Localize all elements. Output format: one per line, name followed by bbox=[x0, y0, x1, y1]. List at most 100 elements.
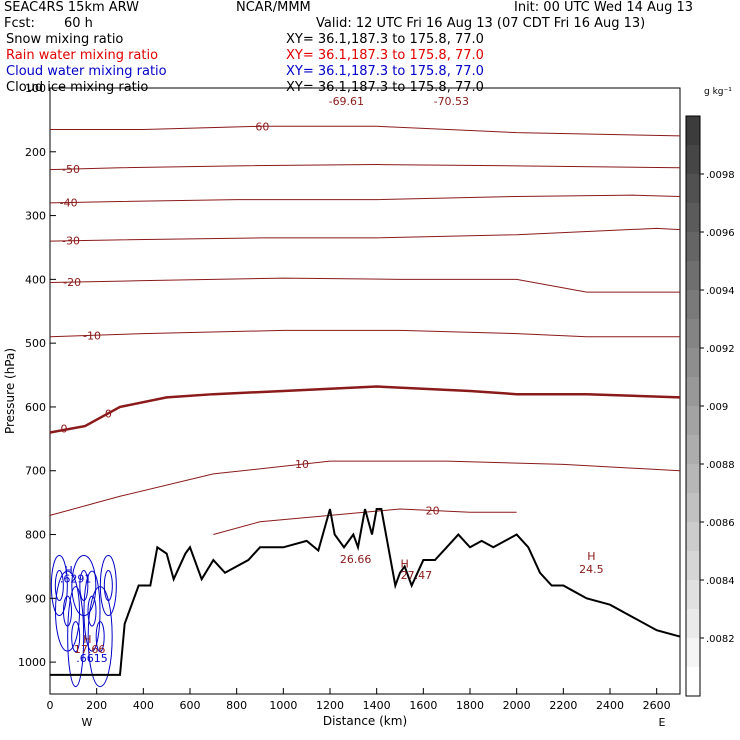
x-tick-label: 1800 bbox=[456, 699, 484, 712]
annotation-label: H bbox=[65, 564, 73, 577]
cloud-contour bbox=[99, 555, 117, 617]
field-xy-rain: XY= 36.1,187.3 to 175.8, 77.0 bbox=[286, 48, 484, 63]
annotation-label: H bbox=[401, 558, 409, 571]
annotation-label: -70.53 bbox=[434, 95, 469, 108]
east-label: E bbox=[659, 716, 666, 729]
colorbar-cell bbox=[686, 435, 700, 465]
x-tick-label: 400 bbox=[133, 699, 154, 712]
colorbar-label: .0094 bbox=[706, 286, 735, 297]
y-axis: 100 200 300 400 500 600 700 800 900 1000 bbox=[18, 82, 56, 669]
annotation-label: H bbox=[83, 633, 91, 646]
x-axis: 0 200 400 600 800 1000 1200 1400 1600 1800 2000 220… bbox=[47, 688, 671, 712]
colorbar-label: .0098 bbox=[706, 170, 735, 181]
isotherm-line bbox=[49, 194, 681, 204]
colorbar-label: .0092 bbox=[706, 344, 735, 355]
y-tick-label: 600 bbox=[25, 401, 46, 414]
x-tick-label: 2200 bbox=[549, 699, 577, 712]
isotherm-label: 60 bbox=[255, 120, 269, 133]
annotation-label: 0 bbox=[61, 422, 68, 435]
colorbar-label: .0082 bbox=[706, 634, 735, 645]
colorbar-label: .0084 bbox=[706, 576, 735, 587]
x-tick-label: 1200 bbox=[316, 699, 344, 712]
colorbar-cell bbox=[686, 406, 700, 436]
isotherm-line bbox=[49, 460, 681, 516]
colorbar-cell bbox=[686, 551, 700, 581]
colorbar-cell bbox=[686, 580, 700, 610]
cloud-water-layer bbox=[50, 555, 117, 688]
isotherm-line bbox=[49, 227, 681, 242]
colorbar: .0098 .0096 .0094 .0092 .009 .0088 .0086 .0084.… bbox=[685, 115, 735, 697]
isotherm-label: -50 bbox=[62, 163, 80, 176]
x-tick-label: 1400 bbox=[363, 699, 391, 712]
x-tick-label: 2000 bbox=[503, 699, 531, 712]
x-tick-label: 200 bbox=[86, 699, 107, 712]
colorbar-cell bbox=[686, 290, 700, 320]
cloud-contour bbox=[103, 570, 113, 602]
annotation-label: 24.5 bbox=[579, 563, 604, 576]
org-label: NCAR/MMM bbox=[236, 0, 311, 15]
terrain-layer bbox=[50, 508, 681, 676]
isotherm-label: 10 bbox=[295, 458, 309, 471]
y-tick-label: 900 bbox=[25, 592, 46, 605]
field-name-rain: Rain water mixing ratio bbox=[6, 48, 159, 63]
y-tick-label: 1000 bbox=[18, 656, 46, 669]
y-tick-label: 500 bbox=[25, 337, 46, 350]
colorbar-cell bbox=[686, 203, 700, 233]
x-tick-label: 2600 bbox=[643, 699, 671, 712]
annotation-label: .6291 bbox=[60, 572, 92, 585]
colorbar-cell bbox=[686, 377, 700, 407]
cloud-contour bbox=[54, 570, 64, 602]
isotherm-line bbox=[49, 329, 680, 338]
colorbar-cell bbox=[686, 667, 700, 697]
colorbar-cell bbox=[686, 174, 700, 204]
x-tick-label: 1000 bbox=[269, 699, 297, 712]
colorbar-cell bbox=[686, 145, 700, 175]
plot-frame bbox=[49, 87, 681, 695]
colorbar-cell bbox=[686, 464, 700, 494]
isotherm-line bbox=[49, 164, 681, 171]
cloud-contour bbox=[67, 586, 85, 688]
annotation-label: -69.61 bbox=[329, 95, 364, 108]
colorbar-cell bbox=[686, 348, 700, 378]
cloud-contour bbox=[95, 621, 105, 653]
colorbar-cell bbox=[686, 232, 700, 262]
cloud-contour bbox=[50, 555, 68, 617]
x-axis-title: Distance (km) bbox=[323, 714, 407, 728]
fcst-label: Fcst: bbox=[4, 16, 35, 31]
x-tick-label: 2400 bbox=[596, 699, 624, 712]
cloud-contour bbox=[87, 595, 97, 627]
y-tick-label: 700 bbox=[25, 465, 46, 478]
annotation-label: H bbox=[587, 550, 595, 563]
cloud-contour bbox=[71, 621, 81, 653]
colorbar-cell bbox=[686, 319, 700, 349]
y-axis-title: Pressure (hPa) bbox=[3, 348, 17, 434]
annotation-label: 26.66 bbox=[340, 553, 372, 566]
annotation-label: 27.47 bbox=[401, 569, 433, 582]
isotherm-line bbox=[49, 385, 681, 434]
colorbar-label: .0096 bbox=[706, 228, 735, 239]
west-label: W bbox=[82, 716, 93, 729]
annotation-label: .6615 bbox=[76, 652, 108, 665]
isotherm-label: 0 bbox=[105, 407, 112, 420]
model-title: SEAC4RS 15km ARW bbox=[4, 0, 140, 15]
colorbar-cell bbox=[686, 609, 700, 639]
isotherm-label: -20 bbox=[63, 276, 81, 289]
y-tick-label: 400 bbox=[25, 273, 46, 286]
field-name-cloud-water: Cloud water mixing ratio bbox=[6, 64, 167, 79]
y-tick-label: 800 bbox=[25, 529, 46, 542]
colorbar-unit: g kg⁻¹ bbox=[704, 87, 732, 97]
colorbar-cell bbox=[686, 116, 700, 146]
isotherm-label: -30 bbox=[62, 235, 80, 248]
isotherm-label: 20 bbox=[426, 504, 440, 517]
colorbar-label: .009 bbox=[706, 402, 728, 413]
field-xy-snow: XY= 36.1,187.3 to 175.8, 77.0 bbox=[286, 32, 484, 47]
init-time: Init: 00 UTC Wed 14 Aug 13 bbox=[514, 0, 694, 15]
colorbar-cell bbox=[686, 638, 700, 668]
isotherm-line bbox=[50, 125, 681, 137]
annotation-label: 17.66 bbox=[74, 643, 106, 656]
terrain-line bbox=[50, 508, 681, 676]
isotherm-line bbox=[49, 277, 680, 293]
field-xy-cloud-water: XY= 36.1,187.3 to 175.8, 77.0 bbox=[286, 64, 484, 79]
